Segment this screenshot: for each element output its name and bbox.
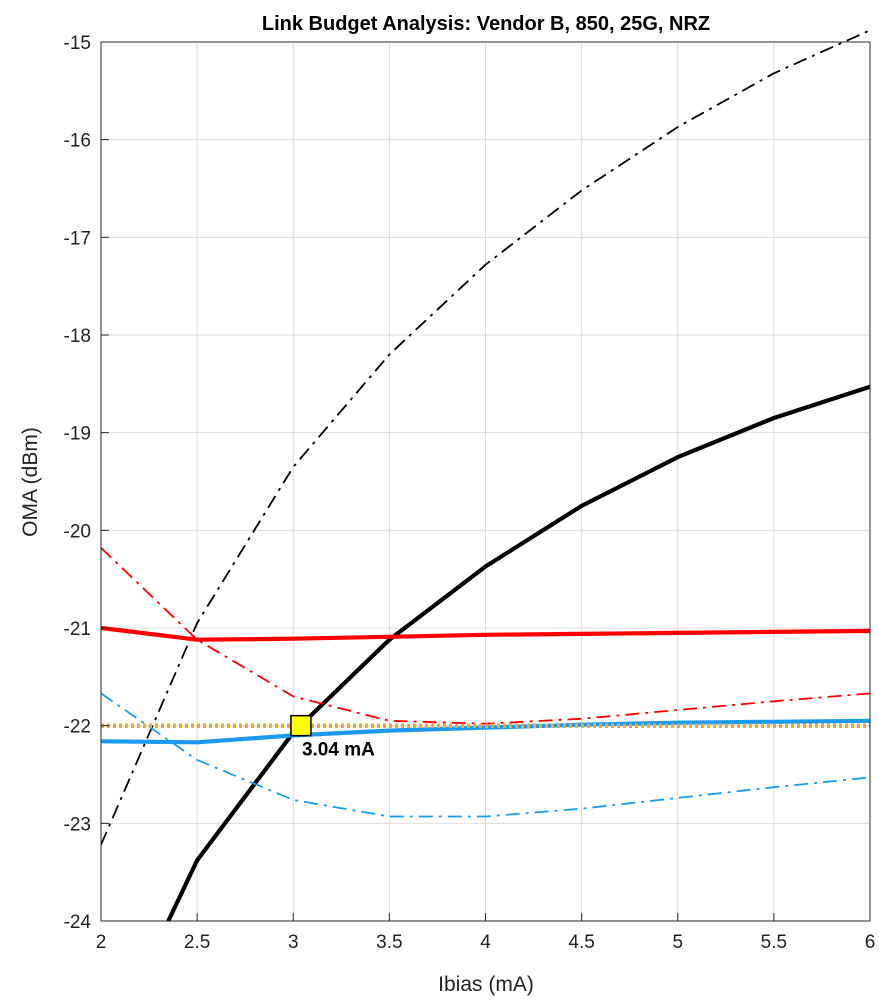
series-line-3 bbox=[100, 625, 871, 642]
y-tick-label: -22 bbox=[64, 717, 91, 738]
x-tick-label: 2 bbox=[96, 932, 107, 953]
series-line-1 bbox=[100, 29, 871, 846]
y-tick-label: -18 bbox=[64, 326, 91, 347]
y-tick-label: -17 bbox=[64, 228, 91, 249]
y-tick-label: -23 bbox=[64, 814, 91, 835]
grid bbox=[100, 41, 871, 922]
y-tick-label: -21 bbox=[64, 619, 91, 640]
y-tick-label: -20 bbox=[64, 521, 91, 542]
y-tick-label: -24 bbox=[64, 912, 92, 933]
tick-layer: 2 2.5 3 3.5 4 4.5 5 5.5 6 -15 -16 -17 -18 -19 -20 -21 -2… bbox=[64, 33, 876, 953]
x-tick-label: 4 bbox=[480, 932, 491, 953]
series-line-6 bbox=[100, 692, 871, 818]
chart-title: Link Budget Analysis: Vendor B, 850, 25G… bbox=[262, 13, 710, 35]
series-line-2 bbox=[166, 384, 871, 922]
annotation-layer: 3.04 mA bbox=[290, 714, 375, 761]
y-tick-label: -19 bbox=[64, 424, 91, 445]
intersection-marker bbox=[290, 714, 312, 737]
y-tick-label: -15 bbox=[64, 33, 91, 54]
x-tick-label: 5.5 bbox=[761, 932, 787, 953]
y-tick-label: -16 bbox=[64, 131, 91, 152]
y-axis-label: OMA (dBm) bbox=[19, 427, 42, 537]
x-tick-label: 3.5 bbox=[376, 932, 402, 953]
x-tick-label: 2.5 bbox=[184, 932, 210, 953]
x-tick-label: 5 bbox=[672, 932, 683, 953]
x-axis-label: Ibias (mA) bbox=[438, 973, 534, 996]
x-tick-label: 6 bbox=[865, 932, 876, 953]
series-layer bbox=[100, 29, 871, 922]
x-tick-label: 3 bbox=[288, 932, 299, 953]
intersection-label: 3.04 mA bbox=[302, 740, 375, 761]
x-tick-label: 4.5 bbox=[568, 932, 594, 953]
